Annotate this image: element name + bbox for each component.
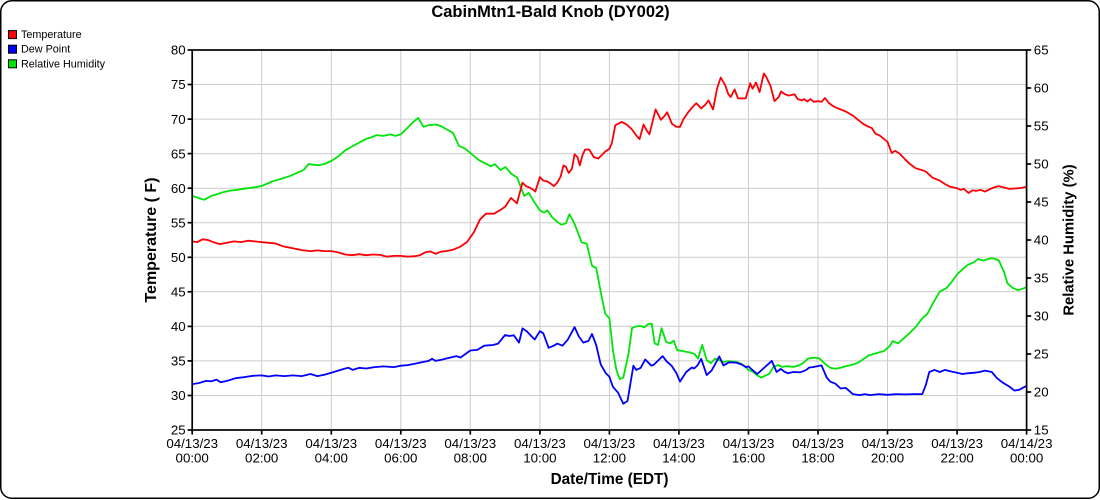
svg-text:04/13/23: 04/13/23: [723, 436, 775, 451]
svg-text:04/13/23: 04/13/23: [792, 436, 844, 451]
svg-text:60: 60: [171, 181, 186, 196]
svg-text:04/13/23: 04/13/23: [862, 436, 914, 451]
svg-text:Relative Humidity (%): Relative Humidity (%): [1062, 164, 1078, 315]
svg-text:02:00: 02:00: [245, 451, 278, 466]
svg-text:55: 55: [1034, 119, 1049, 134]
svg-text:04/13/23: 04/13/23: [584, 436, 636, 451]
svg-text:25: 25: [1034, 347, 1049, 362]
svg-text:04/14/23: 04/14/23: [1001, 436, 1053, 451]
svg-text:04:00: 04:00: [315, 451, 348, 466]
svg-text:70: 70: [171, 112, 186, 127]
svg-text:04/13/23: 04/13/23: [931, 436, 983, 451]
svg-text:50: 50: [171, 250, 186, 265]
svg-text:CabinMtn1-Bald Knob (DY002): CabinMtn1-Bald Knob (DY002): [431, 3, 669, 21]
svg-text:50: 50: [1034, 157, 1049, 172]
svg-text:04/13/23: 04/13/23: [166, 436, 218, 451]
svg-text:75: 75: [171, 77, 186, 92]
svg-text:04/13/23: 04/13/23: [375, 436, 427, 451]
svg-text:15: 15: [1034, 423, 1049, 438]
svg-text:08:00: 08:00: [454, 451, 487, 466]
svg-text:12:00: 12:00: [593, 451, 626, 466]
svg-text:35: 35: [1034, 271, 1049, 286]
svg-text:04/13/23: 04/13/23: [514, 436, 566, 451]
svg-text:30: 30: [1034, 309, 1049, 324]
svg-text:Dew Point: Dew Point: [21, 44, 70, 56]
svg-text:45: 45: [171, 285, 186, 300]
svg-text:40: 40: [171, 319, 186, 334]
svg-text:30: 30: [171, 388, 186, 403]
svg-text:65: 65: [171, 146, 186, 161]
svg-text:Temperature: Temperature: [21, 29, 82, 41]
svg-text:60: 60: [1034, 81, 1049, 96]
svg-text:04/13/23: 04/13/23: [305, 436, 357, 451]
svg-text:06:00: 06:00: [384, 451, 417, 466]
svg-text:65: 65: [1034, 43, 1049, 58]
svg-text:18:00: 18:00: [801, 451, 834, 466]
svg-text:40: 40: [1034, 233, 1049, 248]
svg-text:04/13/23: 04/13/23: [444, 436, 496, 451]
svg-text:20:00: 20:00: [871, 451, 904, 466]
svg-text:22:00: 22:00: [940, 451, 973, 466]
svg-text:00:00: 00:00: [176, 451, 209, 466]
svg-text:45: 45: [1034, 195, 1049, 210]
svg-text:04/13/23: 04/13/23: [236, 436, 288, 451]
svg-text:20: 20: [1034, 385, 1049, 400]
svg-text:04/13/23: 04/13/23: [653, 436, 705, 451]
svg-text:14:00: 14:00: [662, 451, 695, 466]
svg-text:Date/Time (EDT): Date/Time (EDT): [551, 471, 669, 488]
svg-text:25: 25: [171, 423, 186, 438]
svg-text:Temperature ( F): Temperature ( F): [143, 177, 160, 302]
svg-text:10:00: 10:00: [523, 451, 556, 466]
svg-text:80: 80: [171, 43, 186, 58]
svg-text:35: 35: [171, 354, 186, 369]
svg-text:16:00: 16:00: [732, 451, 765, 466]
svg-text:55: 55: [171, 215, 186, 230]
svg-text:Relative Humidity: Relative Humidity: [21, 58, 106, 70]
svg-text:00:00: 00:00: [1010, 451, 1043, 466]
